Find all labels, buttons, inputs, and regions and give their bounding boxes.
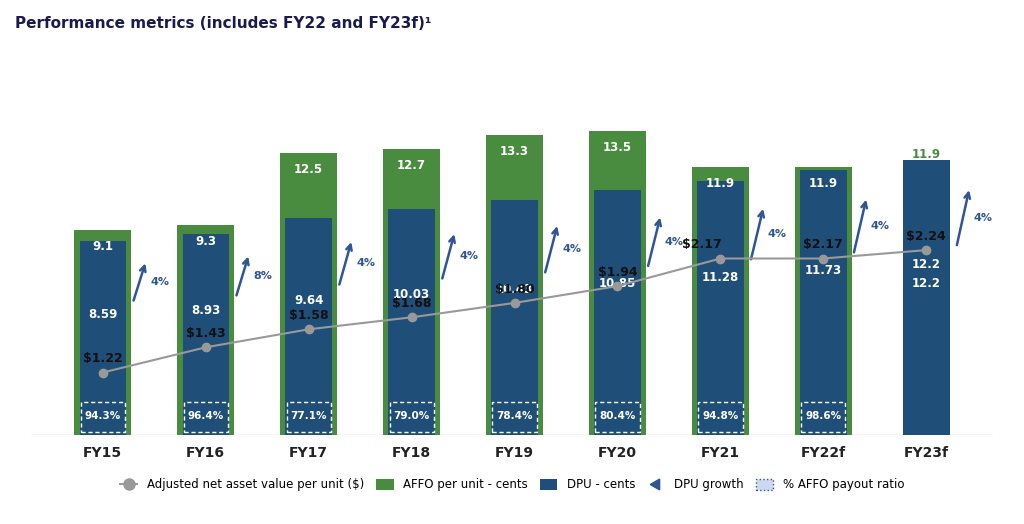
Text: 4%: 4% — [768, 229, 786, 239]
Bar — [287, 402, 331, 432]
Text: $1.43: $1.43 — [186, 327, 225, 340]
Text: 11.28: 11.28 — [701, 271, 739, 283]
Bar — [81, 402, 125, 432]
Bar — [388, 209, 435, 435]
Bar — [698, 402, 742, 432]
Text: 4%: 4% — [356, 258, 375, 268]
Bar — [281, 153, 337, 435]
Text: 13.5: 13.5 — [603, 140, 632, 154]
Bar — [183, 402, 227, 432]
Text: 4%: 4% — [870, 221, 890, 231]
Text: 96.4%: 96.4% — [187, 411, 224, 421]
Text: $1.80: $1.80 — [495, 283, 535, 296]
Text: 8%: 8% — [253, 271, 272, 281]
Text: 4%: 4% — [665, 237, 684, 247]
Text: 9.3: 9.3 — [196, 235, 216, 248]
Bar — [795, 167, 852, 435]
Text: $1.68: $1.68 — [392, 297, 431, 310]
Text: 4%: 4% — [459, 251, 478, 261]
Bar — [182, 234, 229, 435]
Text: 12.2: 12.2 — [911, 258, 941, 271]
Text: $2.24: $2.24 — [906, 230, 946, 243]
Bar — [492, 200, 538, 435]
Text: Performance metrics (includes FY22 and FY23f)¹: Performance metrics (includes FY22 and F… — [15, 16, 432, 31]
Bar — [802, 402, 846, 432]
Text: 9.64: 9.64 — [294, 293, 324, 307]
Text: 11.9: 11.9 — [809, 177, 838, 190]
Bar — [692, 167, 749, 435]
Bar — [595, 402, 640, 432]
Text: $2.17: $2.17 — [804, 238, 843, 252]
Bar — [493, 402, 537, 432]
Text: 12.2: 12.2 — [911, 277, 941, 290]
Text: $1.58: $1.58 — [289, 309, 329, 322]
Text: 9.1: 9.1 — [92, 240, 114, 253]
Text: 8.59: 8.59 — [88, 308, 118, 321]
Text: 98.6%: 98.6% — [805, 411, 842, 421]
Bar — [589, 130, 646, 435]
Text: $1.94: $1.94 — [598, 266, 637, 279]
Bar — [903, 160, 949, 435]
Text: 4%: 4% — [562, 244, 581, 254]
Bar — [80, 241, 126, 435]
Text: 8.93: 8.93 — [191, 303, 220, 316]
Text: 13.3: 13.3 — [500, 145, 529, 158]
Text: $2.17: $2.17 — [682, 238, 722, 252]
Legend: Adjusted net asset value per unit ($), AFFO per unit - cents, DPU - cents, DPU g: Adjusted net asset value per unit ($), A… — [115, 474, 909, 496]
Text: 77.1%: 77.1% — [291, 411, 327, 421]
Text: 12.5: 12.5 — [294, 163, 324, 176]
Bar — [286, 217, 332, 435]
Bar — [697, 181, 743, 435]
Text: 79.0%: 79.0% — [393, 411, 430, 421]
Bar — [383, 149, 440, 435]
Text: 11.9: 11.9 — [911, 148, 941, 161]
Text: 10.85: 10.85 — [599, 277, 636, 290]
Bar — [177, 225, 234, 435]
Text: 94.3%: 94.3% — [85, 411, 121, 421]
Text: 10.43: 10.43 — [496, 282, 534, 296]
Bar — [594, 190, 641, 435]
Text: 11.73: 11.73 — [805, 265, 842, 277]
Text: 10.03: 10.03 — [393, 288, 430, 301]
Text: 4%: 4% — [151, 277, 169, 287]
Text: 80.4%: 80.4% — [599, 411, 636, 421]
Text: 4%: 4% — [974, 213, 993, 223]
Text: $1.22: $1.22 — [83, 352, 123, 365]
Text: 12.7: 12.7 — [397, 159, 426, 172]
Bar — [75, 230, 131, 435]
Bar — [389, 402, 434, 432]
Text: 94.8%: 94.8% — [702, 411, 738, 421]
Text: 11.9: 11.9 — [706, 177, 735, 190]
Bar — [486, 135, 543, 435]
Bar — [800, 170, 847, 435]
Text: 78.4%: 78.4% — [497, 411, 532, 421]
